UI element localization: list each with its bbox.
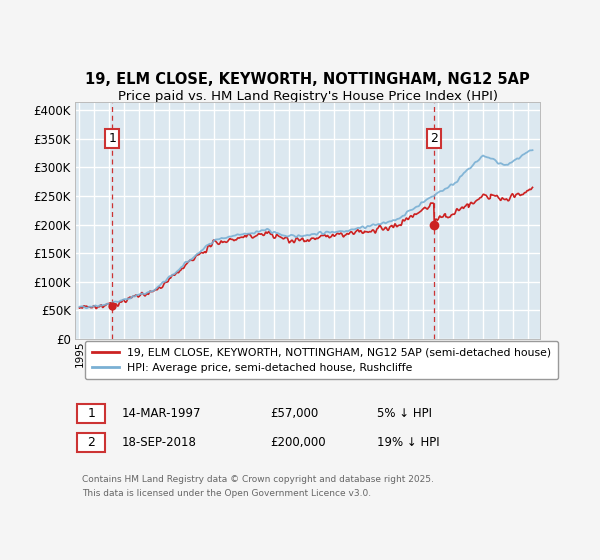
Text: 14-MAR-1997: 14-MAR-1997 [121, 407, 201, 421]
Text: 1: 1 [88, 407, 95, 421]
Text: 18-SEP-2018: 18-SEP-2018 [121, 436, 196, 449]
Legend: 19, ELM CLOSE, KEYWORTH, NOTTINGHAM, NG12 5AP (semi-detached house), HPI: Averag: 19, ELM CLOSE, KEYWORTH, NOTTINGHAM, NG1… [85, 341, 558, 380]
Text: 5% ↓ HPI: 5% ↓ HPI [377, 407, 432, 421]
Text: 19, ELM CLOSE, KEYWORTH, NOTTINGHAM, NG12 5AP: 19, ELM CLOSE, KEYWORTH, NOTTINGHAM, NG1… [85, 72, 530, 87]
Text: 2: 2 [430, 132, 438, 146]
Text: 2: 2 [88, 436, 95, 449]
FancyBboxPatch shape [77, 433, 105, 452]
Text: Price paid vs. HM Land Registry's House Price Index (HPI): Price paid vs. HM Land Registry's House … [118, 90, 497, 102]
Text: £200,000: £200,000 [270, 436, 326, 449]
FancyBboxPatch shape [77, 404, 105, 423]
Text: 1: 1 [108, 132, 116, 146]
Text: £57,000: £57,000 [270, 407, 319, 421]
Text: This data is licensed under the Open Government Licence v3.0.: This data is licensed under the Open Gov… [82, 489, 371, 498]
Text: 19% ↓ HPI: 19% ↓ HPI [377, 436, 440, 449]
Text: Contains HM Land Registry data © Crown copyright and database right 2025.: Contains HM Land Registry data © Crown c… [82, 475, 434, 484]
